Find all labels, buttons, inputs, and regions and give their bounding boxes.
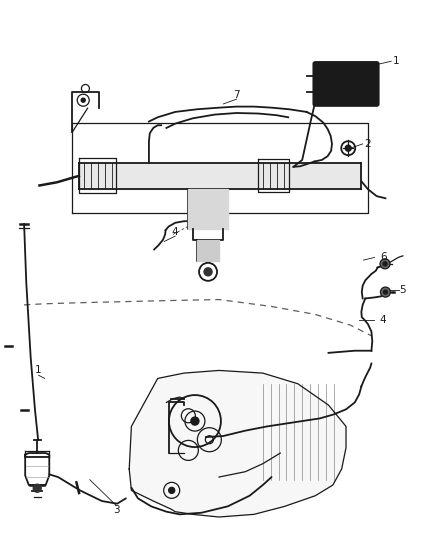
Text: 1: 1 <box>393 56 400 66</box>
Circle shape <box>381 287 390 297</box>
Polygon shape <box>79 163 361 189</box>
Text: 4: 4 <box>172 227 179 237</box>
Circle shape <box>33 484 41 492</box>
Circle shape <box>169 487 175 494</box>
Circle shape <box>204 268 212 276</box>
Text: 7: 7 <box>233 90 240 100</box>
Circle shape <box>345 145 351 151</box>
Polygon shape <box>129 370 346 517</box>
Polygon shape <box>188 189 228 229</box>
Circle shape <box>383 290 388 294</box>
Text: 6: 6 <box>380 253 387 262</box>
Circle shape <box>380 259 390 269</box>
Text: 4: 4 <box>380 315 387 325</box>
FancyBboxPatch shape <box>313 62 379 106</box>
Polygon shape <box>315 64 377 104</box>
Circle shape <box>383 262 387 266</box>
Text: 2: 2 <box>364 139 371 149</box>
Polygon shape <box>197 240 219 261</box>
Text: 3: 3 <box>113 505 120 514</box>
Text: 5: 5 <box>399 286 406 295</box>
Text: 1: 1 <box>35 366 42 375</box>
Circle shape <box>191 417 199 425</box>
Circle shape <box>81 98 85 102</box>
